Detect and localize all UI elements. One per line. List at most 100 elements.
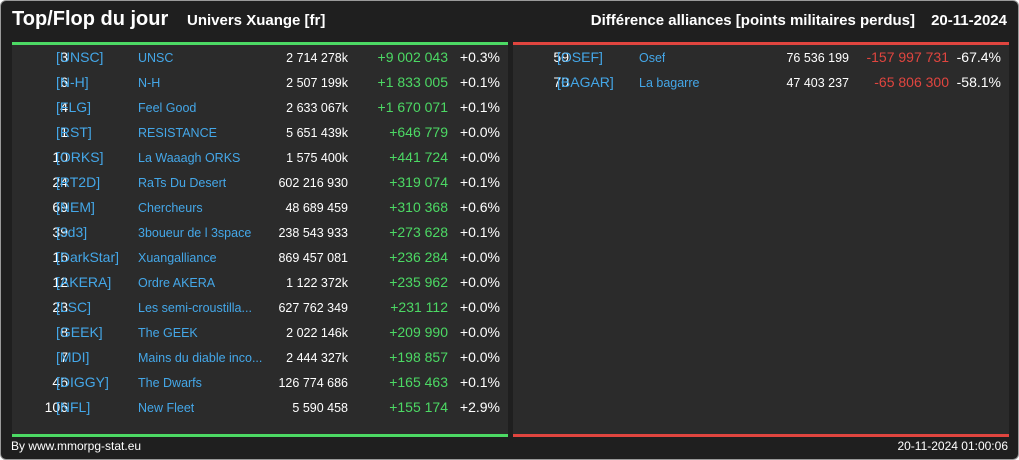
alliance-rank: 70: [553, 74, 569, 90]
alliance-name-link[interactable]: Ordre AKERA: [138, 276, 216, 290]
alliance-tag-link[interactable]: [BAGAR]: [557, 74, 614, 90]
alliance-row: 106 [NFL] New Fleet 5 590 458 +155 174 +2.9%: [12, 395, 508, 420]
alliance-row: 24 [RT2D] RaTs Du Desert 602 216 930 +319 07…: [12, 170, 508, 195]
alliance-row: 12 [AKERA] Ordre AKERA 1 122 372k +235 962 +0…: [12, 270, 508, 295]
alliance-name-link[interactable]: New Fleet: [138, 401, 195, 415]
alliance-name-link[interactable]: La Waaagh ORKS: [138, 151, 241, 165]
alliance-rank: 6: [60, 74, 68, 90]
header-date: 20-11-2024: [931, 12, 1007, 29]
alliance-points: 238 543 933: [278, 226, 348, 240]
alliance-rank: 23: [52, 299, 68, 315]
alliance-percent: +0.1%: [459, 174, 500, 190]
alliance-name-link[interactable]: UNSC: [138, 51, 174, 65]
alliance-rank: 8: [60, 324, 68, 340]
alliance-percent: +2.9%: [459, 399, 500, 415]
alliance-rank: 39: [52, 224, 68, 240]
alliance-points: 869 457 081: [278, 251, 348, 265]
alliance-diff: +9 002 043: [377, 49, 448, 65]
alliance-rank: 16: [52, 249, 68, 265]
alliance-diff: +209 990: [389, 324, 448, 340]
alliance-points: 2 022 146k: [286, 326, 348, 340]
alliance-points: 126 774 686: [278, 376, 348, 390]
page-title: Top/Flop du jour: [12, 8, 169, 30]
ranking-subtitle: Différence alliances [points militaires …: [590, 12, 915, 29]
alliance-percent: +0.0%: [459, 349, 500, 365]
alliance-rank: 4: [60, 99, 68, 115]
alliance-points: 5 651 439k: [286, 126, 348, 140]
alliance-name-link[interactable]: Xuangalliance: [138, 251, 217, 265]
alliance-diff: +155 174: [389, 399, 448, 415]
alliance-percent: -67.4%: [956, 49, 1001, 65]
alliance-diff: +231 112: [390, 299, 448, 315]
alliance-points: 602 216 930: [278, 176, 348, 190]
alliance-name-link[interactable]: La bagarre: [639, 76, 700, 90]
alliance-rank: 46: [52, 374, 68, 390]
alliance-percent: +0.0%: [459, 274, 500, 290]
alliance-name-link[interactable]: Mains du diable inco...: [138, 351, 263, 365]
alliance-name-link[interactable]: Les semi-croustilla...: [138, 301, 252, 315]
universe-label: Univers Xuange [fr]: [187, 12, 326, 29]
top-panel: 3 [UNSC] UNSC 2 714 278k +9 002 043 +0.3% 6 [N-…: [12, 42, 508, 437]
alliance-percent: +0.1%: [459, 74, 500, 90]
alliance-rank: 7: [60, 349, 68, 365]
alliance-tag-link[interactable]: [UNSC]: [56, 49, 104, 65]
alliance-diff: +646 779: [389, 124, 448, 140]
alliance-tag-link[interactable]: [N-H]: [56, 74, 89, 90]
alliance-row: 4 [FLG] Feel Good 2 633 067k +1 670 071 +0.1%: [12, 95, 508, 120]
alliance-points: 2 507 199k: [286, 76, 348, 90]
alliance-percent: +0.1%: [459, 224, 500, 240]
alliance-row: 59 [OSEF] Osef 76 536 199 -157 997 731 -67.4%: [513, 45, 1009, 70]
alliance-tag-link[interactable]: [OSEF]: [557, 49, 603, 65]
alliance-name-link[interactable]: RaTs Du Desert: [138, 176, 227, 190]
alliance-diff: -157 997 731: [866, 49, 949, 65]
alliance-row: 8 [GEEK] The GEEK 2 022 146k +209 990 +0.0%: [12, 320, 508, 345]
alliance-diff: +1 670 071: [377, 99, 448, 115]
alliance-diff: +1 833 005: [377, 74, 448, 90]
alliance-tag-link[interactable]: [GEEK]: [56, 324, 103, 340]
alliance-row: 3 [UNSC] UNSC 2 714 278k +9 002 043 +0.3%: [12, 45, 508, 70]
alliance-row: 10 [ORKS] La Waaagh ORKS 1 575 400k +441 724…: [12, 145, 508, 170]
alliance-name-link[interactable]: 3boueur de l 3space: [138, 226, 252, 240]
alliance-rank: 3: [60, 49, 68, 65]
alliance-row: 39 [3d3] 3boueur de l 3space 238 543 933 +27…: [12, 220, 508, 245]
flop-panel: 59 [OSEF] Osef 76 536 199 -157 997 731 -67.4%…: [513, 42, 1009, 437]
header: Top/Flop du jour Univers Xuange [fr] Dif…: [1, 1, 1018, 41]
alliance-row: 69 [NEM] Chercheurs 48 689 459 +310 368 +0.6%: [12, 195, 508, 220]
alliance-diff: +441 724: [389, 149, 448, 165]
alliance-name-link[interactable]: Osef: [639, 51, 666, 65]
alliance-tag-link[interactable]: [DarkStar]: [56, 249, 120, 265]
alliance-rank: 12: [52, 274, 68, 290]
alliance-points: 1 122 372k: [286, 276, 348, 290]
alliance-tag-link[interactable]: [AKERA]: [56, 274, 112, 290]
alliance-name-link[interactable]: The Dwarfs: [138, 376, 202, 390]
alliance-percent: -58.1%: [956, 74, 1001, 90]
alliance-name-link[interactable]: N-H: [138, 76, 161, 90]
alliance-points: 48 689 459: [285, 201, 348, 215]
alliance-percent: +0.3%: [459, 49, 500, 65]
alliance-percent: +0.0%: [459, 124, 500, 140]
alliance-percent: +0.0%: [459, 149, 500, 165]
alliance-tag-link[interactable]: [3d3]: [56, 224, 88, 240]
alliance-tag-link[interactable]: [FLG]: [56, 99, 92, 115]
alliance-percent: +0.1%: [459, 374, 500, 390]
alliance-tag-link[interactable]: [ORKS]: [56, 149, 104, 165]
alliance-diff: +273 628: [389, 224, 448, 240]
alliance-percent: +0.1%: [459, 99, 500, 115]
alliance-name-link[interactable]: RESISTANCE: [138, 126, 217, 140]
alliance-name-link[interactable]: The GEEK: [138, 326, 198, 340]
alliance-name-link[interactable]: Feel Good: [138, 101, 197, 115]
alliance-tag-link[interactable]: [LSC]: [56, 299, 92, 315]
alliance-tag-link[interactable]: [NFL]: [56, 399, 91, 415]
alliance-diff: +319 074: [389, 174, 448, 190]
alliance-name-link[interactable]: Chercheurs: [138, 201, 203, 215]
alliance-rank: 10: [52, 149, 68, 165]
alliance-rank: 106: [44, 399, 68, 415]
alliance-tag-link[interactable]: [RST]: [56, 124, 92, 140]
alliance-row: 16 [DarkStar] Xuangalliance 869 457 081 +236…: [12, 245, 508, 270]
alliance-tag-link[interactable]: [RT2D]: [56, 174, 101, 190]
alliance-tag-link[interactable]: [MDI]: [56, 349, 90, 365]
alliance-diff: +198 857: [389, 349, 448, 365]
footer-credit[interactable]: By www.mmorpg-stat.eu: [11, 439, 142, 453]
alliance-tag-link[interactable]: [NEM]: [56, 199, 95, 215]
alliance-tag-link[interactable]: [DIGGY]: [56, 374, 109, 390]
